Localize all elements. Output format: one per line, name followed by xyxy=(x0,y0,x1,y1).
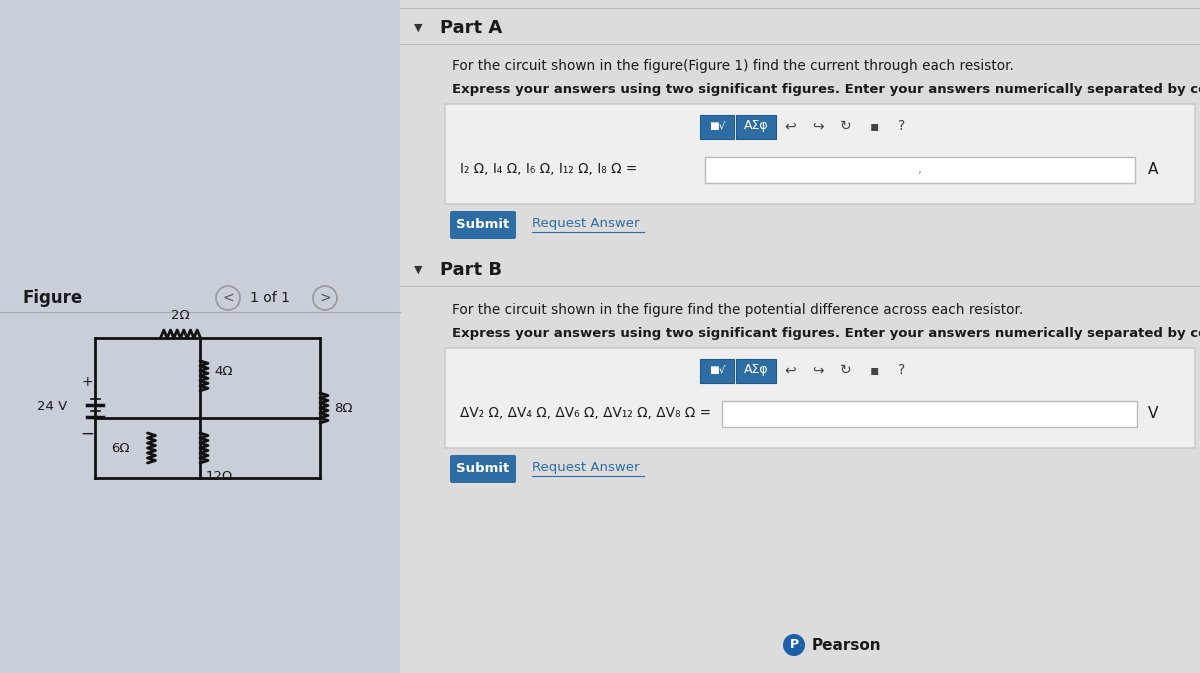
Text: ▼: ▼ xyxy=(414,23,422,33)
Text: >: > xyxy=(319,291,331,305)
Text: ↪: ↪ xyxy=(812,119,824,133)
Text: Part A: Part A xyxy=(440,19,503,37)
Text: ▪: ▪ xyxy=(869,119,878,133)
Text: 12Ω: 12Ω xyxy=(206,470,233,483)
Text: ▪: ▪ xyxy=(869,363,878,377)
FancyBboxPatch shape xyxy=(450,211,516,239)
Text: 2Ω: 2Ω xyxy=(172,309,190,322)
Text: ?: ? xyxy=(899,363,906,377)
Text: Submit: Submit xyxy=(456,462,510,474)
Text: Submit: Submit xyxy=(456,217,510,230)
Text: ↩: ↩ xyxy=(784,363,796,377)
Text: 1 of 1: 1 of 1 xyxy=(250,291,290,305)
Text: Pearson: Pearson xyxy=(812,637,882,653)
Text: ↪: ↪ xyxy=(812,363,824,377)
Text: Figure: Figure xyxy=(22,289,83,307)
Text: ΑΣφ: ΑΣφ xyxy=(744,120,768,133)
Bar xyxy=(700,359,734,383)
Text: For the circuit shown in the figure(Figure 1) find the current through each resi: For the circuit shown in the figure(Figu… xyxy=(452,59,1014,73)
Bar xyxy=(736,359,776,383)
Bar xyxy=(706,157,1135,183)
Text: ,: , xyxy=(918,162,922,176)
Text: ↻: ↻ xyxy=(840,119,852,133)
Text: P: P xyxy=(790,639,798,651)
Text: Express your answers using two significant figures. Enter your answers numerical: Express your answers using two significa… xyxy=(452,83,1200,96)
Text: ΑΣφ: ΑΣφ xyxy=(744,363,768,376)
Bar xyxy=(722,401,1138,427)
Text: Request Answer: Request Answer xyxy=(532,462,640,474)
Text: 6Ω: 6Ω xyxy=(112,441,130,454)
Text: +: + xyxy=(82,375,92,389)
Text: V: V xyxy=(1148,406,1158,421)
Text: ↩: ↩ xyxy=(784,119,796,133)
Text: ΔV₂ Ω, ΔV₄ Ω, ΔV₆ Ω, ΔV₁₂ Ω, ΔV₈ Ω =: ΔV₂ Ω, ΔV₄ Ω, ΔV₆ Ω, ΔV₁₂ Ω, ΔV₈ Ω = xyxy=(460,406,712,420)
Text: Express your answers using two significant figures. Enter your answers numerical: Express your answers using two significa… xyxy=(452,328,1200,341)
Text: ■√: ■√ xyxy=(709,365,725,375)
Text: −: − xyxy=(80,425,94,443)
Text: A: A xyxy=(1148,162,1158,176)
Text: <: < xyxy=(222,291,234,305)
Bar xyxy=(445,104,1195,204)
Text: I₂ Ω, I₄ Ω, I₆ Ω, I₁₂ Ω, I₈ Ω =: I₂ Ω, I₄ Ω, I₆ Ω, I₁₂ Ω, I₈ Ω = xyxy=(460,162,637,176)
FancyBboxPatch shape xyxy=(450,455,516,483)
Bar xyxy=(700,115,734,139)
Bar xyxy=(736,115,776,139)
Text: ▼: ▼ xyxy=(414,265,422,275)
Text: 24 V: 24 V xyxy=(37,400,67,413)
Text: ?: ? xyxy=(899,119,906,133)
Text: ↻: ↻ xyxy=(840,363,852,377)
Text: Request Answer: Request Answer xyxy=(532,217,640,230)
Text: For the circuit shown in the figure find the potential difference across each re: For the circuit shown in the figure find… xyxy=(452,303,1024,317)
Text: 8Ω: 8Ω xyxy=(334,402,353,415)
Bar xyxy=(445,348,1195,448)
Bar xyxy=(400,0,1200,673)
Bar xyxy=(0,0,400,673)
Text: Part B: Part B xyxy=(440,261,502,279)
Circle shape xyxy=(784,634,805,656)
Text: ■√: ■√ xyxy=(709,121,725,131)
Text: 4Ω: 4Ω xyxy=(214,365,233,378)
